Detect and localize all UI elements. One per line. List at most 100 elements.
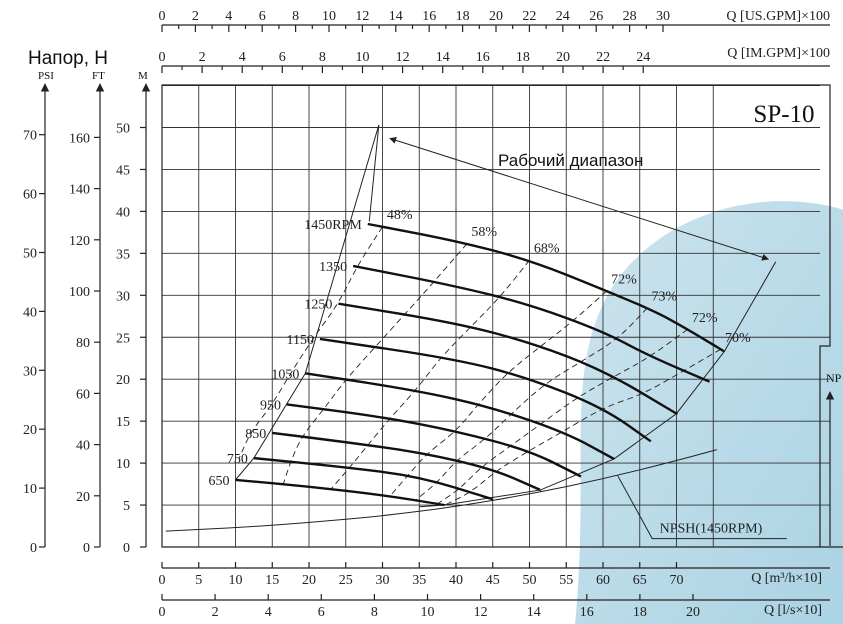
m3h-tick-label: 10 <box>229 573 243 588</box>
us-gpm-tick-label: 14 <box>389 9 403 24</box>
range-arrow <box>389 136 770 261</box>
efficiency-label: 72% <box>611 272 637 287</box>
us-gpm-tick-label: 8 <box>292 9 299 24</box>
efficiency-label: 72% <box>692 311 718 326</box>
head-curve-label: 1350 <box>319 260 347 275</box>
m3h-tick-label: 40 <box>449 573 463 588</box>
m3h-tick-label: 20 <box>302 573 316 588</box>
npsh-line <box>165 449 718 532</box>
head-label: Напор, Н <box>28 48 108 69</box>
ft-tick-label: 140 <box>69 183 90 198</box>
m3h-tick-label: 15 <box>265 573 279 588</box>
efficiency-label: 48% <box>387 208 413 223</box>
head-curves <box>235 222 726 507</box>
m-tick-label: 50 <box>116 122 130 137</box>
ls-tick-label: 10 <box>421 605 435 620</box>
ls-tick-label: 6 <box>318 605 325 620</box>
npsh-label: NPSH(1450RPM) <box>660 522 763 537</box>
head-curve-label: 1150 <box>287 333 314 348</box>
efficiency-label: 73% <box>652 290 678 305</box>
head-curve-line <box>305 372 615 461</box>
im-gpm-tick-label: 14 <box>436 50 450 65</box>
m3h-tick-label: 30 <box>376 573 390 588</box>
im-gpm-tick-label: 4 <box>239 50 246 65</box>
us-gpm-tick-label: 18 <box>456 9 470 24</box>
bottom-axis-m3h: 0 5 10 15 20 25 30 35 40 45 50 55 60 65 70 Q [m³/h×10] <box>159 562 830 588</box>
top-axis-im-gpm: 0 2 4 6 8 10 12 14 16 18 20 22 24 Q [IM.GPM]×100 <box>159 46 830 73</box>
efficiency-label: 58% <box>471 225 497 240</box>
im-gpm-tick-label: 8 <box>319 50 326 65</box>
head-curve-label: 1250 <box>304 298 332 313</box>
efficiency-label: 68% <box>534 242 560 257</box>
psi-tick-label: 60 <box>23 188 37 203</box>
m-tick-label: 5 <box>123 499 130 514</box>
ft-tick-label: 120 <box>69 234 90 249</box>
psi-tick-label: 10 <box>23 482 37 497</box>
us-gpm-tick-label: 10 <box>322 9 336 24</box>
bottom-axis-ls: 0 2 4 6 8 10 12 14 16 18 20 Q [l/s×10] <box>159 594 830 620</box>
ft-tick-label: 40 <box>76 439 90 454</box>
left-axis-m: 0 5 10 15 20 25 30 35 40 45 50 <box>116 83 151 556</box>
ls-tick-label: 16 <box>580 605 594 620</box>
head-curve-line <box>253 456 494 501</box>
m3h-label: Q [m³/h×10] <box>751 571 822 586</box>
top-axis-us-gpm: 0 2 4 6 8 10 12 14 16 18 20 22 24 26 28 30 Q [US.GPM]×10… <box>159 9 830 32</box>
psi-tick-label: 40 <box>23 305 37 320</box>
plot-border <box>161 84 831 548</box>
us-gpm-tick-label: 22 <box>522 9 536 24</box>
psi-tick-label: 0 <box>30 541 37 556</box>
head-curve-line <box>338 302 678 415</box>
head-curve-line <box>235 478 446 507</box>
head-curve-label: 1450RPM <box>304 218 362 233</box>
ft-tick-label: 0 <box>83 541 90 556</box>
efficiency-line <box>282 243 468 485</box>
ls-tick-label: 4 <box>265 605 272 620</box>
head-curve-label: 650 <box>209 474 230 489</box>
efficiency-label: 70% <box>725 331 751 346</box>
ft-tick-label: 60 <box>76 387 90 402</box>
us-gpm-tick-label: 4 <box>225 9 232 24</box>
im-gpm-tick-label: 22 <box>596 50 610 65</box>
range-left-boundary <box>368 124 380 222</box>
m3h-tick-label: 25 <box>339 573 353 588</box>
im-gpm-tick-label: 0 <box>159 50 166 65</box>
m3h-tick-label: 50 <box>523 573 537 588</box>
im-gpm-tick-label: 10 <box>356 50 370 65</box>
head-curve-line <box>272 431 542 492</box>
head-curve-line <box>352 264 711 383</box>
m3h-tick-label: 45 <box>486 573 500 588</box>
im-gpm-tick-label: 2 <box>199 50 206 65</box>
im-gpm-tick-label: 18 <box>516 50 530 65</box>
m3h-tick-label: 60 <box>596 573 610 588</box>
im-gpm-tick-label: 20 <box>556 50 570 65</box>
m3h-tick-label: 70 <box>670 573 684 588</box>
efficiency-line <box>238 226 383 459</box>
npsh-curve: NPSH(1450RPM) <box>165 449 787 540</box>
us-gpm-tick-label: 26 <box>589 9 603 24</box>
ls-tick-label: 8 <box>371 605 378 620</box>
range-left-envelope <box>235 124 380 481</box>
m3h-tick-label: 55 <box>559 573 573 588</box>
us-gpm-tick-label: 20 <box>489 9 503 24</box>
head-curve-line <box>367 222 726 353</box>
right-axis-label: NP <box>826 371 842 385</box>
head-curve-label: 850 <box>245 427 266 442</box>
im-gpm-tick-label: 6 <box>279 50 286 65</box>
us-gpm-tick-label: 28 <box>623 9 637 24</box>
us-gpm-tick-label: 12 <box>355 9 369 24</box>
m-tick-label: 0 <box>123 541 130 556</box>
ls-tick-label: 20 <box>686 605 700 620</box>
psi-tick-label: 70 <box>23 129 37 144</box>
m-tick-label: 45 <box>116 163 130 178</box>
left-axis-psi: 0 10 20 30 40 50 60 70 <box>23 83 50 556</box>
im-gpm-tick-label: 24 <box>636 50 650 65</box>
ls-tick-label: 14 <box>527 605 541 620</box>
ft-tick-label: 160 <box>69 131 90 146</box>
im-gpm-label: Q [IM.GPM]×100 <box>727 46 830 61</box>
plot-frame <box>161 84 843 548</box>
m-tick-label: 15 <box>116 415 130 430</box>
m-tick-label: 35 <box>116 247 130 262</box>
left-axis-ft: 0 20 40 60 80 100 120 140 160 <box>69 83 105 556</box>
operating-range-label: Рабочий диапазон <box>498 151 643 170</box>
